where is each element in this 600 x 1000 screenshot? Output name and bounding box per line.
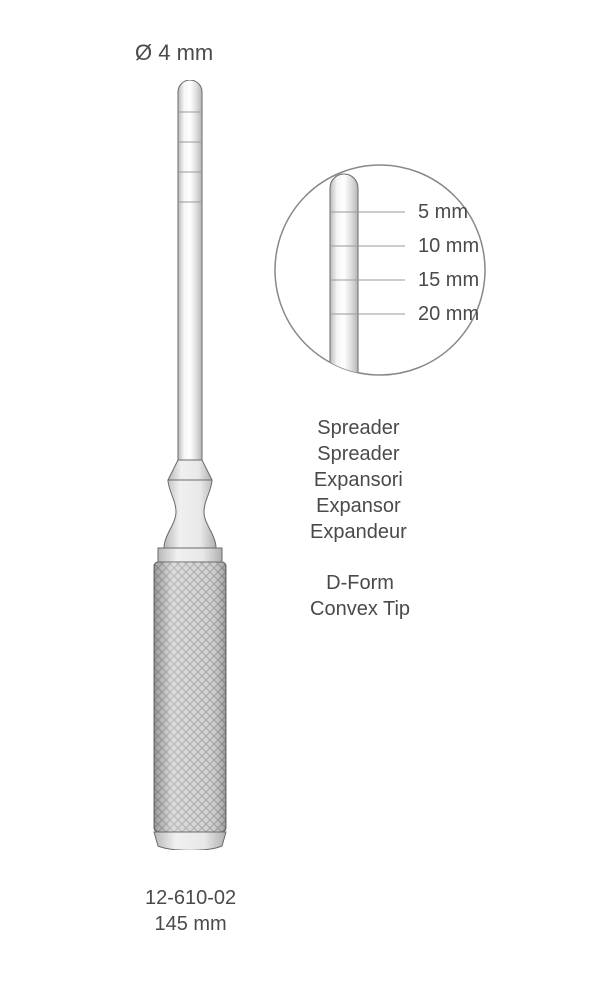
measurement-5mm: 5 mm	[418, 201, 468, 224]
translation-expansor: Expansor	[310, 493, 407, 519]
form-label-block: D-Form Convex Tip	[310, 570, 410, 622]
translation-spreader-2: Spreader	[310, 441, 407, 467]
bottom-label-block: 12-610-02 145 mm	[145, 885, 236, 937]
translation-expandeur: Expandeur	[310, 519, 407, 545]
length-label: 145 mm	[145, 911, 236, 937]
instrument-illustration	[150, 80, 230, 850]
measurement-10mm: 10 mm	[418, 235, 479, 258]
translation-spreader-1: Spreader	[310, 415, 407, 441]
translation-expansori: Expansori	[310, 467, 407, 493]
sku-label: 12-610-02	[145, 885, 236, 911]
measurement-20mm: 20 mm	[418, 303, 479, 326]
translations-block: Spreader Spreader Expansori Expansor Exp…	[310, 415, 407, 545]
measurement-15mm: 15 mm	[418, 269, 479, 292]
form-dform: D-Form	[310, 570, 410, 596]
form-convex-tip: Convex Tip	[310, 596, 410, 622]
diagram-container: Ø 4 mm	[0, 0, 600, 1000]
diameter-label: Ø 4 mm	[135, 40, 213, 66]
